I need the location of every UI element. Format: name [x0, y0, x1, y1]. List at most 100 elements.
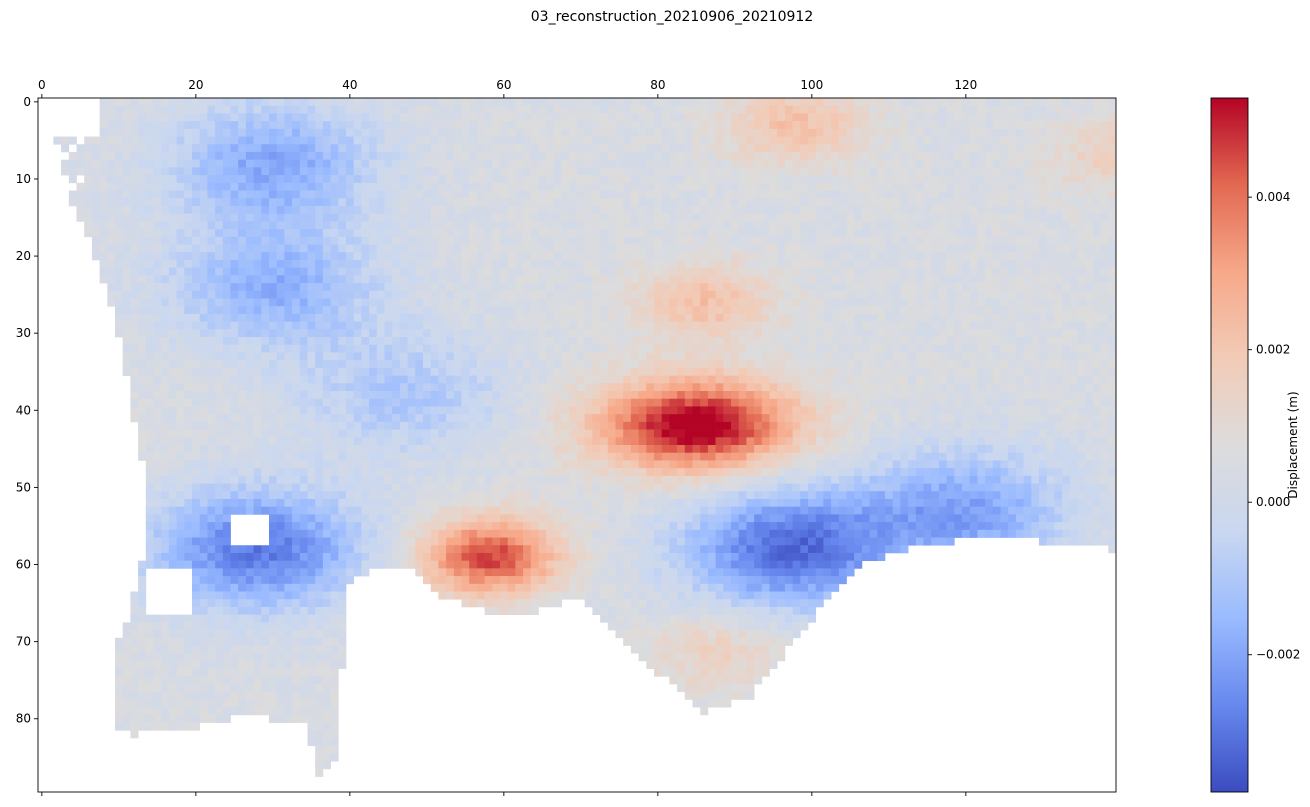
heatmap-cell: [122, 275, 131, 284]
heatmap-cell: [992, 121, 1001, 130]
heatmap-cell: [130, 252, 139, 261]
heatmap-cell: [484, 159, 493, 168]
heatmap-cell: [684, 167, 693, 176]
heatmap-cell: [222, 298, 231, 307]
heatmap-cell: [1039, 275, 1048, 284]
heatmap-cell: [484, 267, 493, 276]
heatmap-cell: [238, 229, 247, 238]
heatmap-cell: [915, 313, 924, 322]
heatmap-cell: [153, 306, 162, 315]
heatmap-cell: [854, 275, 863, 284]
heatmap-cell: [869, 182, 878, 191]
heatmap-cell: [1008, 167, 1017, 176]
heatmap-cell: [145, 121, 154, 130]
heatmap-cell: [854, 167, 863, 176]
heatmap-cell: [623, 259, 632, 268]
heatmap-cell: [1062, 205, 1071, 215]
heatmap-cell: [1085, 151, 1094, 161]
heatmap-cell: [530, 360, 539, 369]
heatmap-cell: [507, 128, 516, 137]
heatmap-cell: [1015, 244, 1024, 253]
heatmap-cell: [861, 236, 870, 245]
heatmap-cell: [1062, 313, 1071, 322]
heatmap-cell: [684, 375, 693, 384]
heatmap-cell: [507, 190, 516, 199]
heatmap-cell: [523, 167, 532, 176]
heatmap-cell: [915, 267, 924, 276]
heatmap-cell: [469, 182, 478, 191]
heatmap-cell: [1100, 375, 1109, 384]
heatmap-cell: [392, 252, 401, 261]
heatmap-cell: [908, 190, 917, 199]
heatmap-cell: [138, 298, 147, 307]
heatmap-cell: [792, 221, 801, 230]
heatmap-cell: [553, 252, 562, 261]
heatmap-cell: [869, 306, 878, 315]
heatmap-cell: [168, 344, 177, 353]
heatmap-cell: [1015, 144, 1024, 153]
heatmap-cell: [207, 159, 216, 168]
heatmap-cell: [715, 221, 724, 230]
heatmap-cell: [1077, 337, 1086, 346]
heatmap-cell: [253, 367, 262, 376]
heatmap-cell: [138, 383, 147, 392]
heatmap-cell: [1062, 344, 1071, 353]
heatmap-cell: [900, 321, 909, 330]
heatmap-cell: [161, 352, 170, 361]
heatmap-cell: [230, 98, 239, 107]
heatmap-cell: [754, 190, 763, 199]
heatmap-cell: [469, 205, 478, 215]
heatmap-cell: [707, 252, 716, 261]
heatmap-cell: [615, 190, 624, 199]
heatmap-cell: [661, 182, 670, 191]
heatmap-cell: [284, 367, 293, 376]
heatmap-cell: [161, 283, 170, 292]
heatmap-cell: [938, 236, 947, 245]
heatmap-cell: [992, 375, 1001, 384]
heatmap-cell: [122, 344, 131, 353]
heatmap-cell: [900, 375, 909, 384]
heatmap-cell: [238, 167, 247, 176]
heatmap-cell: [669, 128, 678, 137]
heatmap-cell: [592, 221, 601, 230]
heatmap-cell: [1085, 205, 1094, 215]
heatmap-cell: [669, 113, 678, 122]
heatmap-cell: [1015, 344, 1024, 353]
heatmap-cell: [215, 128, 224, 137]
heatmap-cell: [638, 352, 647, 361]
heatmap-cell: [507, 306, 516, 315]
heatmap-cell: [731, 375, 740, 384]
heatmap-cell: [900, 167, 909, 176]
heatmap-cell: [145, 159, 154, 168]
heatmap-cell: [192, 159, 201, 168]
heatmap-cell: [584, 105, 593, 114]
heatmap-cell: [207, 205, 216, 215]
heatmap-cell: [831, 151, 840, 161]
heatmap-cell: [969, 259, 978, 268]
heatmap-cell: [346, 244, 355, 253]
heatmap-cell: [769, 128, 778, 137]
heatmap-cell: [515, 290, 524, 299]
heatmap-cell: [1015, 167, 1024, 176]
heatmap-cell: [338, 344, 347, 353]
heatmap-cell: [723, 298, 732, 307]
heatmap-cell: [707, 213, 716, 222]
heatmap-cell: [1062, 151, 1071, 161]
heatmap-cell: [215, 144, 224, 153]
heatmap-cell: [754, 128, 763, 137]
heatmap-cell: [1100, 298, 1109, 307]
heatmap-cell: [176, 267, 185, 276]
heatmap-cell: [338, 213, 347, 222]
heatmap-cell: [230, 229, 239, 238]
heatmap-cell: [469, 221, 478, 230]
heatmap-cell: [492, 383, 501, 392]
heatmap-cell: [492, 136, 501, 145]
heatmap-cell: [931, 375, 940, 384]
heatmap-cell: [115, 236, 124, 245]
heatmap-cell: [569, 175, 578, 184]
heatmap-cell: [115, 136, 124, 145]
heatmap-cell: [915, 136, 924, 145]
heatmap-cell: [846, 252, 855, 261]
heatmap-cell: [985, 167, 994, 176]
heatmap-cell: [1069, 259, 1078, 268]
